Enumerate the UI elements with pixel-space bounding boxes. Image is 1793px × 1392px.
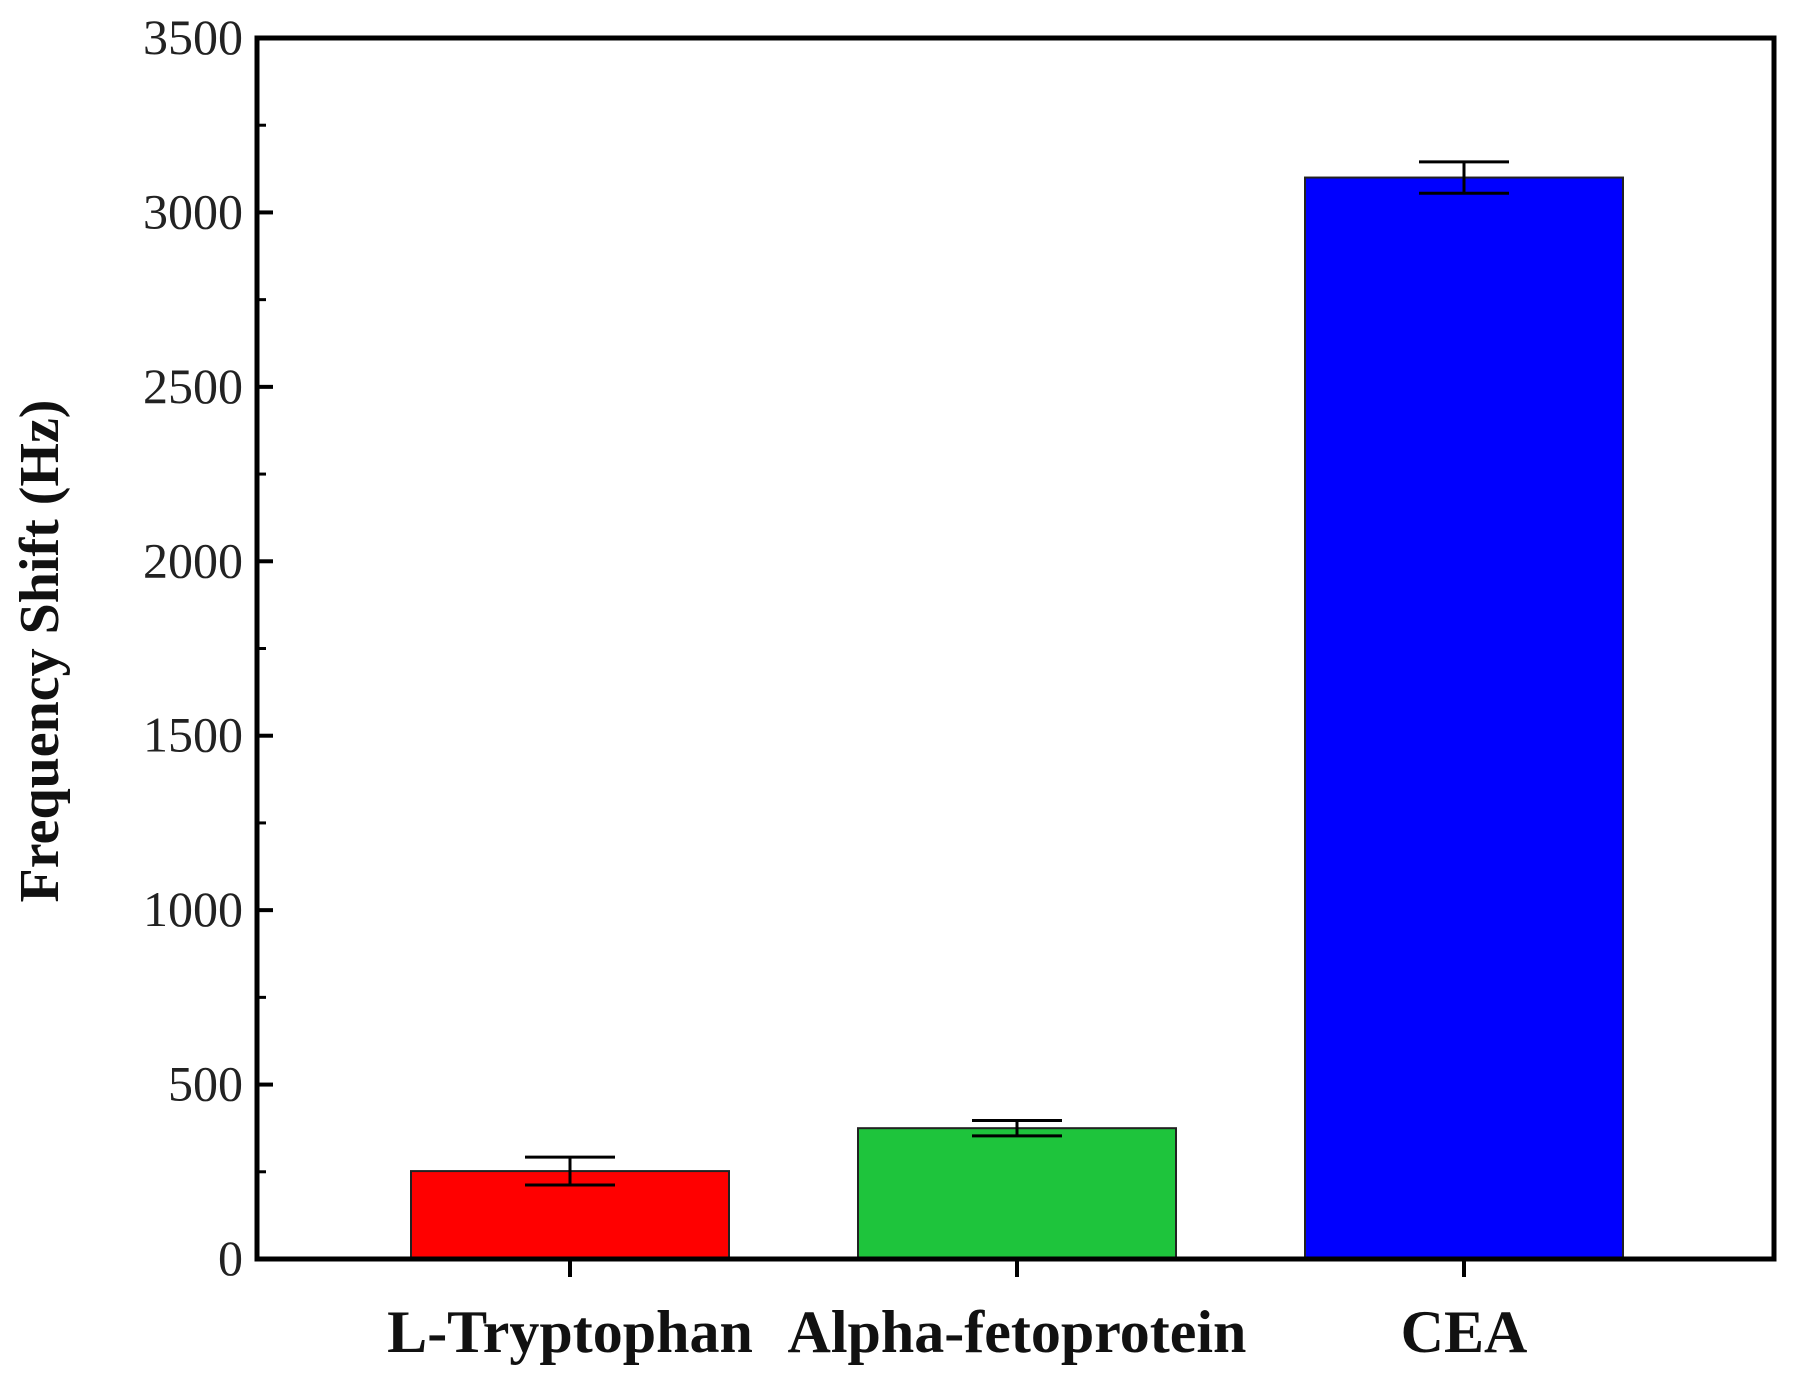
y-tick-label: 2500 bbox=[143, 358, 243, 414]
bars-layer bbox=[410, 176, 1624, 1261]
y-tick-label: 3500 bbox=[143, 9, 243, 65]
y-axis: 0 500 1000 1500 2000 2500 3000 3500 bbox=[143, 9, 273, 1286]
x-tick-label: CEA bbox=[1401, 1299, 1528, 1365]
bar-cea bbox=[1304, 176, 1624, 1261]
x-tick-label: Alpha-fetoprotein bbox=[788, 1299, 1247, 1365]
y-tick-label: 500 bbox=[168, 1056, 243, 1112]
errorbars-layer bbox=[525, 160, 1509, 1187]
y-tick-label: 1500 bbox=[143, 707, 243, 763]
x-tick-label: L-Tryptophan bbox=[387, 1299, 753, 1365]
y-axis-title: Frequency Shift (Hz) bbox=[9, 400, 71, 903]
y-tick-label: 2000 bbox=[143, 532, 243, 588]
y-tick-label: 0 bbox=[218, 1230, 243, 1286]
x-axis: L-Tryptophan Alpha-fetoprotein CEA bbox=[387, 1259, 1527, 1365]
y-tick-label: 1000 bbox=[143, 881, 243, 937]
bar-alpha-fetoprotein bbox=[857, 1127, 1177, 1261]
y-tick-label: 3000 bbox=[143, 183, 243, 239]
